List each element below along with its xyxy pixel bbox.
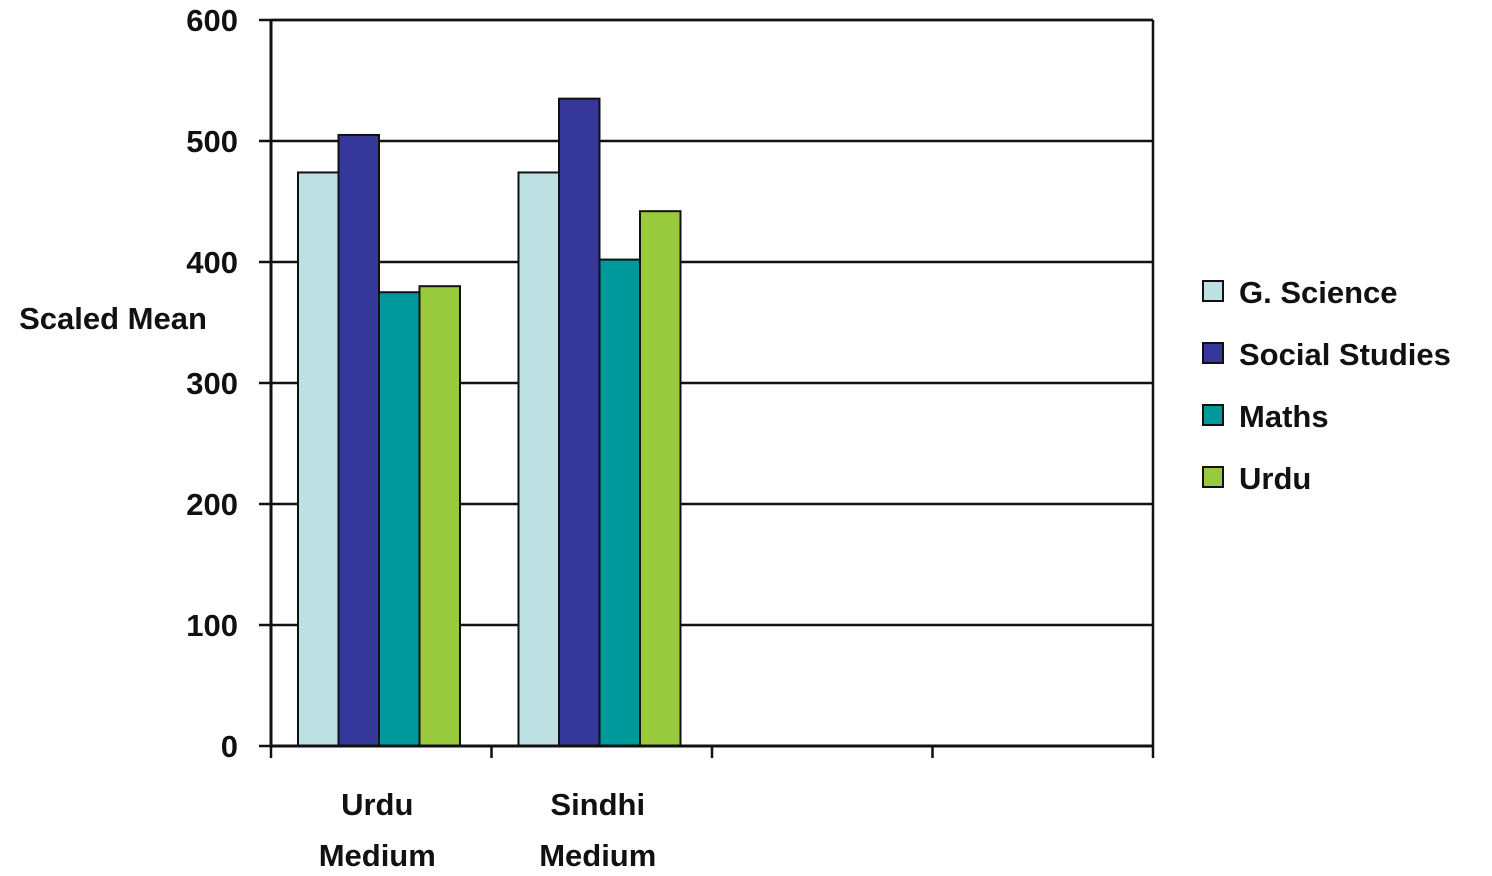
bar: [337, 133, 380, 747]
bar: [517, 171, 560, 747]
bar: [598, 258, 641, 747]
x-category-label: Urdu Medium: [319, 787, 436, 871]
bar: [639, 210, 682, 747]
y-tick-label: 0: [221, 729, 238, 764]
y-tick-label: 300: [186, 366, 238, 401]
bar: [378, 291, 421, 747]
y-tick-label: 600: [186, 3, 238, 38]
legend-swatch: [1202, 466, 1224, 488]
bar: [418, 285, 461, 747]
x-category-labels: Urdu Medium Sindhi Medium: [319, 787, 657, 873]
x-category-label: Sindhi Medium: [539, 787, 656, 871]
y-tick-label: 100: [186, 608, 238, 643]
legend-swatch: [1202, 404, 1224, 426]
legend-label: G. Science: [1239, 275, 1398, 310]
bar: [558, 97, 601, 747]
legend-label: Maths: [1239, 399, 1329, 434]
bar: [297, 171, 340, 747]
y-tick-label: 200: [186, 487, 238, 522]
axes: [259, 18, 1155, 758]
y-tick-label: 400: [186, 245, 238, 280]
legend-label: Urdu: [1239, 461, 1311, 496]
y-tick-label: 500: [186, 124, 238, 159]
legend-swatch: [1202, 342, 1224, 364]
legend: G. Science Social Studies Maths Urdu: [1202, 275, 1451, 496]
legend-label: Social Studies: [1239, 337, 1451, 372]
y-tick-labels: 0 100 200 300 400 500 600: [186, 3, 238, 764]
bars: [297, 97, 682, 747]
legend-swatch: [1202, 280, 1224, 302]
y-axis-label: Scaled Mean: [19, 301, 207, 336]
